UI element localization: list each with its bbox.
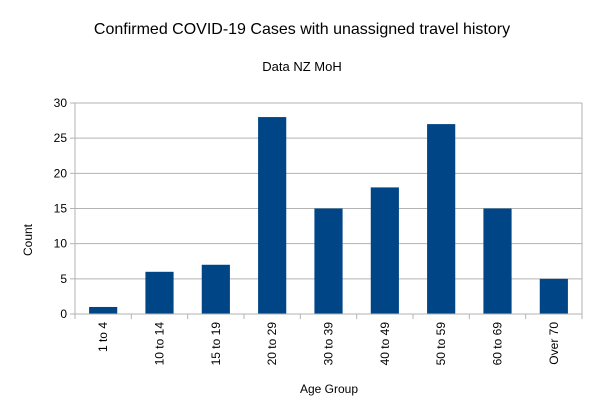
y-tick-label: 25: [54, 131, 68, 145]
bar-10-to-14: [145, 271, 174, 314]
x-tick-label: 10 to 14: [153, 322, 167, 366]
x-tick-label: 50 to 59: [434, 322, 448, 366]
x-tick-label: Over 70: [547, 322, 561, 365]
y-tick-label: 10: [54, 237, 68, 251]
bar-20-to-29: [258, 117, 287, 314]
bar-30-to-39: [314, 208, 343, 314]
chart-title: Confirmed COVID-19 Cases with unassigned…: [94, 21, 510, 38]
x-tick-label: 40 to 49: [378, 322, 392, 366]
y-tick-label: 15: [54, 202, 68, 216]
x-tick-label: 1 to 4: [96, 322, 110, 352]
x-tick-label: 20 to 29: [265, 322, 279, 366]
x-tick-label: 60 to 69: [491, 322, 505, 366]
y-axis-label: Count: [21, 223, 35, 256]
bar-1-to-4: [89, 306, 118, 314]
y-tick-label: 0: [60, 307, 67, 321]
x-tick-label: 30 to 39: [322, 322, 336, 366]
bar-50-to-59: [427, 124, 456, 314]
bar-15-to-19: [201, 264, 230, 314]
y-tick-label: 5: [60, 272, 67, 286]
x-axis-label: Age Group: [300, 382, 358, 396]
x-tick-label: 15 to 19: [209, 322, 223, 366]
y-tick-label: 30: [54, 96, 68, 110]
bar-over-70: [539, 278, 568, 314]
bar-60-to-69: [483, 208, 512, 314]
bar-40-to-49: [370, 187, 399, 314]
y-tick-label: 20: [54, 166, 68, 180]
chart-subtitle: Data NZ MoH: [262, 59, 341, 74]
